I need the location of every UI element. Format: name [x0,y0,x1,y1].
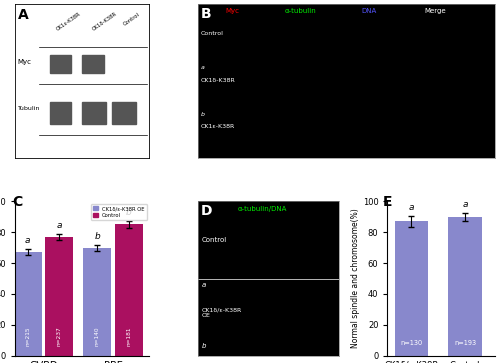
Text: CK1δ-K38R: CK1δ-K38R [92,11,118,32]
Text: Myc: Myc [18,59,32,65]
Text: E: E [383,195,392,209]
Bar [112,102,136,124]
Text: n=140: n=140 [94,327,100,346]
Text: B: B [201,7,211,21]
Text: CK1δ/ε-K38R
OE: CK1δ/ε-K38R OE [202,307,242,318]
Bar [394,221,428,356]
Bar [114,224,143,356]
Text: n=130: n=130 [400,340,422,346]
Text: b: b [201,112,205,117]
Text: Control: Control [202,237,228,243]
Text: n=237: n=237 [57,327,62,346]
Text: c: c [201,158,204,163]
Text: a: a [25,236,30,245]
Bar [14,252,42,356]
Text: C: C [12,195,22,209]
Text: b: b [202,343,206,350]
Text: CK1δ-K38R: CK1δ-K38R [201,78,235,83]
Bar [82,54,104,73]
Bar [82,102,106,124]
Text: n=193: n=193 [454,340,476,346]
Bar [83,248,112,356]
Text: a: a [56,221,62,230]
Bar [50,102,72,124]
Text: Merge: Merge [425,8,446,14]
Text: n=215: n=215 [25,327,30,346]
Text: b: b [94,232,100,241]
Text: n=181: n=181 [126,327,132,346]
Text: CK1ε-K38R: CK1ε-K38R [56,11,82,32]
Text: Myc: Myc [225,8,239,14]
Text: D: D [200,204,212,219]
Text: Tubulin: Tubulin [18,106,40,111]
Y-axis label: Normal spindle and chromosome(%): Normal spindle and chromosome(%) [351,209,360,348]
Bar [50,54,72,73]
Bar [45,237,74,356]
Text: Control: Control [201,32,224,36]
Text: α-tubulin: α-tubulin [284,8,316,14]
Text: a: a [201,65,204,70]
Text: DNA: DNA [361,8,376,14]
Text: A: A [18,8,28,22]
Text: α-tubulin/DNA: α-tubulin/DNA [238,206,287,212]
Text: a: a [408,203,414,212]
Bar [448,217,482,356]
Text: a: a [462,200,468,209]
Text: a: a [202,282,206,288]
Text: Control: Control [122,11,141,26]
Legend: CK1δ/ε-K38R OE, Control: CK1δ/ε-K38R OE, Control [91,204,146,220]
Text: CK1ε-K38R: CK1ε-K38R [201,124,235,129]
Text: b: b [126,208,132,217]
